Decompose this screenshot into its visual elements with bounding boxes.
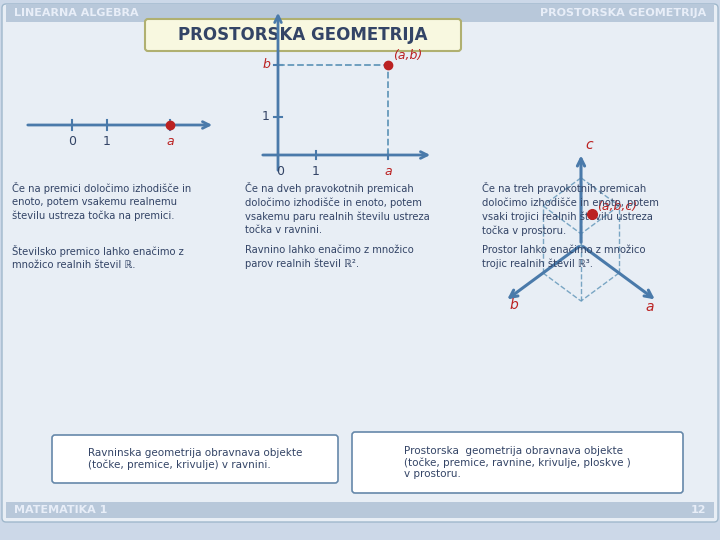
FancyBboxPatch shape [145, 19, 461, 51]
Text: MATEMATIKA 1: MATEMATIKA 1 [14, 505, 107, 515]
Text: 12: 12 [690, 505, 706, 515]
Text: Ravnino lahko enačimo z množico
parov realnih števil ℝ².: Ravnino lahko enačimo z množico parov re… [245, 245, 414, 269]
Text: 1: 1 [103, 135, 111, 148]
Text: PROSTORSKA GEOMETRIJA: PROSTORSKA GEOMETRIJA [179, 26, 428, 44]
Text: b: b [510, 298, 518, 312]
Text: Če na treh pravokotnih premicah
določimo izhodišče in enoto, potem
vsaki trojici: Če na treh pravokotnih premicah določimo… [482, 182, 659, 235]
Text: 0: 0 [68, 135, 76, 148]
FancyBboxPatch shape [6, 502, 714, 518]
Text: LINEARNA ALGEBRA: LINEARNA ALGEBRA [14, 8, 139, 18]
Text: PROSTORSKA GEOMETRIJA: PROSTORSKA GEOMETRIJA [540, 8, 706, 18]
FancyBboxPatch shape [6, 4, 714, 22]
Text: b: b [262, 58, 270, 71]
FancyBboxPatch shape [52, 435, 338, 483]
Text: a: a [384, 165, 392, 178]
Text: Ravninska geometrija obravnava objekte
(točke, premice, krivulje) v ravnini.: Ravninska geometrija obravnava objekte (… [88, 448, 302, 470]
FancyBboxPatch shape [352, 432, 683, 493]
Text: Prostor lahko enačimo z množico
trojic realnih števil ℝ³.: Prostor lahko enačimo z množico trojic r… [482, 245, 646, 269]
Text: Če na premici določimo izhodišče in
enoto, potem vsakemu realnemu
številu ustrez: Če na premici določimo izhodišče in enot… [12, 182, 192, 221]
Text: a: a [645, 300, 654, 314]
Text: 1: 1 [312, 165, 320, 178]
Text: 1: 1 [262, 111, 270, 124]
FancyBboxPatch shape [2, 4, 718, 522]
Text: Če na dveh pravokotnih premicah
določimo izhodišče in enoto, potem
vsakemu paru : Če na dveh pravokotnih premicah določimo… [245, 182, 430, 235]
Text: (a,b): (a,b) [393, 49, 422, 62]
Text: c: c [585, 138, 593, 152]
Text: (a,b,c): (a,b,c) [598, 200, 637, 213]
Text: 0: 0 [276, 165, 284, 178]
Text: a: a [166, 135, 174, 148]
Text: Prostorska  geometrija obravnava objekte
(točke, premice, ravnine, krivulje, plo: Prostorska geometrija obravnava objekte … [404, 446, 631, 480]
Text: Številsko premico lahko enačimo z
množico realnih števil ℝ.: Številsko premico lahko enačimo z množic… [12, 245, 184, 270]
